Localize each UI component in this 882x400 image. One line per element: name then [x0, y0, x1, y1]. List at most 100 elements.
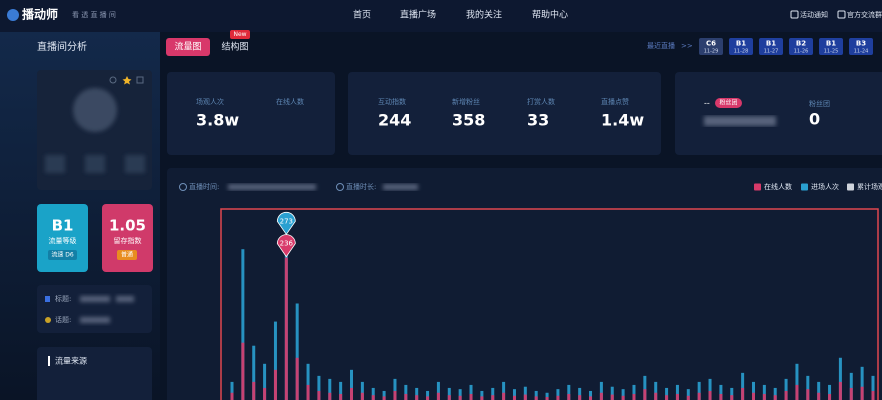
bar	[795, 384, 799, 400]
bar	[708, 378, 712, 400]
bar	[621, 395, 625, 400]
nav-item[interactable]: 帮助中心	[532, 9, 568, 21]
eye-icon[interactable]	[109, 76, 117, 84]
profile-blurred	[45, 88, 145, 173]
stat-card	[675, 72, 882, 155]
menu-icon[interactable]	[136, 76, 144, 84]
level-value: B1	[52, 217, 74, 235]
peak-label: 236	[280, 240, 294, 248]
bar	[610, 386, 614, 400]
tab-active[interactable]	[166, 38, 210, 56]
bar	[697, 392, 701, 400]
session-level: C6	[706, 40, 716, 48]
session-level: B1	[736, 40, 746, 48]
bar	[545, 392, 549, 400]
bar	[741, 387, 745, 400]
legend-checkbox[interactable]	[801, 183, 808, 191]
bar	[426, 396, 430, 400]
top-nav	[0, 0, 882, 32]
nav-item[interactable]: 直播广场	[400, 9, 436, 21]
session-level: B2	[796, 40, 806, 48]
bar	[328, 378, 332, 400]
bar	[350, 387, 354, 400]
bar	[686, 389, 690, 400]
bar	[371, 387, 375, 400]
bar	[491, 387, 495, 400]
recent-arrow: >>	[681, 42, 693, 50]
stat-value: 3.8w	[196, 111, 239, 130]
bar	[306, 384, 310, 400]
bar	[393, 390, 397, 400]
bar	[295, 303, 299, 400]
nav-action[interactable]: 官方交流群	[847, 10, 882, 19]
session-level: B3	[856, 40, 866, 48]
legend-label: 累计场观	[857, 182, 882, 191]
bar	[393, 378, 397, 400]
chart-meta: 直播时间:	[189, 182, 219, 191]
session-badge[interactable]	[759, 38, 783, 55]
section-title: 直播间分析	[37, 40, 87, 53]
bar	[578, 387, 582, 400]
nav-item[interactable]: 我的关注	[466, 9, 502, 21]
session-badge[interactable]	[789, 38, 813, 55]
bar	[871, 390, 875, 400]
bar	[621, 389, 625, 400]
chart-meta-blurred	[228, 184, 418, 190]
bar	[534, 390, 538, 400]
bar	[675, 384, 679, 400]
stat-value: 0	[809, 110, 820, 129]
stat-card	[167, 72, 335, 155]
session-badge[interactable]	[849, 38, 873, 55]
tab[interactable]: 流量图	[174, 41, 201, 53]
legend-checkbox[interactable]	[847, 183, 854, 191]
session-badge[interactable]	[699, 38, 723, 55]
session-badge[interactable]	[729, 38, 753, 55]
group-icon	[837, 10, 846, 19]
star-icon[interactable]	[122, 76, 132, 85]
stat-label: 在线人数	[276, 97, 304, 106]
nav-item[interactable]: 首页	[353, 9, 371, 21]
bar	[523, 386, 527, 400]
fans-badge	[715, 98, 742, 108]
bar	[632, 384, 636, 400]
bar	[252, 345, 256, 400]
stat-value: 33	[527, 111, 549, 130]
bar	[567, 393, 571, 400]
bar	[339, 381, 343, 400]
bar	[838, 381, 842, 400]
bar	[404, 393, 408, 400]
bar	[480, 396, 484, 400]
stat-value: 1.4w	[601, 111, 644, 130]
retention-tag-text: 普通	[121, 251, 133, 259]
session-badge[interactable]	[819, 38, 843, 55]
fans-blurred	[704, 116, 776, 126]
session-date: 11-27	[764, 49, 779, 55]
bar	[469, 384, 473, 400]
bar	[773, 387, 777, 400]
bar	[415, 387, 419, 400]
bar	[491, 395, 495, 400]
stat-value: 244	[378, 111, 411, 130]
bar	[469, 393, 473, 400]
info-label: 话题:	[55, 315, 71, 324]
bar	[480, 390, 484, 400]
bar	[295, 357, 299, 400]
bar	[665, 387, 669, 400]
bar	[730, 387, 734, 400]
bar	[599, 392, 603, 400]
bar	[523, 394, 527, 400]
tab[interactable]: 结构图	[221, 41, 248, 53]
legend-checkbox[interactable]	[754, 183, 761, 191]
bar	[512, 389, 516, 400]
info-blurred	[80, 296, 134, 323]
bar	[556, 389, 560, 400]
logo: 播动师	[22, 7, 58, 22]
bar	[512, 395, 516, 400]
clock-icon	[336, 183, 344, 191]
bar	[252, 381, 256, 400]
bar	[436, 392, 440, 400]
bar	[447, 387, 451, 400]
nav-action[interactable]: 活动通知	[800, 10, 828, 19]
